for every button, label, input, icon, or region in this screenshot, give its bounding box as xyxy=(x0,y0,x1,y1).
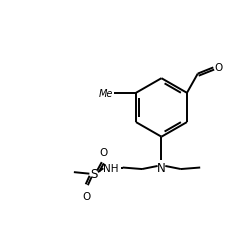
Text: N: N xyxy=(157,162,166,174)
Text: O: O xyxy=(215,62,223,72)
Text: S: S xyxy=(90,167,98,180)
Text: O: O xyxy=(82,191,90,201)
Text: Me: Me xyxy=(99,88,114,98)
Text: NH: NH xyxy=(103,163,119,173)
Text: O: O xyxy=(99,147,108,157)
